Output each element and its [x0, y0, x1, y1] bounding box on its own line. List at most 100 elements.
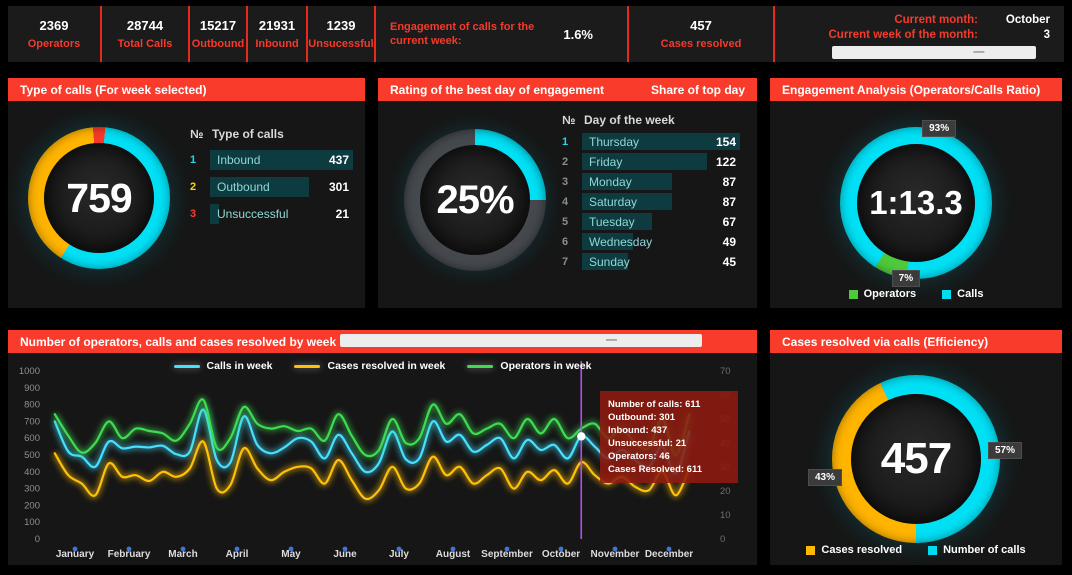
week-slider[interactable]: — — [832, 46, 1036, 59]
panel-title: Engagement Analysis (Operators/Calls Rat… — [782, 82, 1041, 97]
best-day-donut-chart[interactable]: 25% — [404, 129, 546, 271]
table-row[interactable]: 1 Inbound 437 — [190, 150, 353, 170]
current-month-box: Current month: October Current week of t… — [775, 6, 1064, 62]
panel-body: 25% № Day of the week 1 Thursday 154 2 Frida… — [378, 101, 757, 308]
row-bar: Unsuccessful 21 — [210, 204, 353, 224]
month-marker-dot — [180, 546, 186, 552]
legend-calls[interactable]: Calls — [942, 288, 983, 300]
series-line-operators-in-week[interactable] — [53, 398, 691, 458]
y-axis-right-tick: 10 — [720, 510, 731, 521]
legend-line-cyan — [173, 364, 200, 368]
series-line-cases-resolved-in-week[interactable] — [53, 440, 691, 501]
bar-fill — [210, 204, 219, 224]
cases-total: 457 — [880, 434, 952, 483]
x-axis-month-label: September — [481, 549, 533, 560]
table-row[interactable]: 2 Outbound 301 — [190, 177, 353, 197]
table-row[interactable]: 3 Unsuccessful 21 — [190, 204, 353, 224]
tooltip-line: Inbound: 437 — [608, 425, 668, 436]
line-chart[interactable]: 0100200300400500600700800900100001020304… — [8, 353, 757, 565]
legend-cases-resolved[interactable]: Cases resolved — [806, 544, 902, 556]
donut-center: 25% — [420, 145, 530, 255]
row-rank: 2 — [190, 181, 197, 193]
legend-swatch-yellow — [806, 545, 816, 555]
legend-label: Cases resolved — [821, 544, 903, 556]
row-value: 87 — [722, 194, 736, 209]
series-glow — [52, 406, 693, 477]
efficiency-donut-chart[interactable]: 457 43% 57% — [808, 375, 1022, 543]
highlight-marker[interactable] — [577, 432, 586, 441]
row-label: Wednesday — [589, 234, 653, 249]
panel-body: 457 43% 57% Cases resolved Number of cal… — [770, 353, 1062, 565]
tooltip-line: Operators: 46 — [608, 451, 670, 462]
type-of-calls-donut-chart[interactable]: 759 — [28, 127, 170, 269]
table-row[interactable]: 2 Friday 122 — [562, 153, 740, 170]
y-axis-left-tick: 200 — [24, 500, 40, 511]
slider-handle[interactable]: — — [973, 45, 985, 58]
table-rows: 1 Thursday 154 2 Friday 122 3 Monday 87 4 Saturday… — [562, 133, 740, 270]
month-marker-dot — [126, 546, 132, 552]
week-range-slider[interactable]: — — [340, 334, 702, 347]
kpi-cases-resolved: 457 Cases resolved — [629, 6, 775, 62]
y-axis-left-tick: 700 — [24, 416, 40, 427]
efficiency-legend: Cases resolved Number of calls — [770, 544, 1062, 556]
legend-cases-in-week[interactable]: Cases resolved in week — [294, 360, 445, 372]
tooltip-line: Outbound: 301 — [608, 412, 676, 423]
x-axis-month-label: August — [436, 549, 471, 560]
panel-subtitle: Share of top day — [650, 82, 745, 97]
bar-fill — [582, 213, 652, 230]
legend-label: Number of calls — [943, 544, 1026, 556]
row-bar: Monday 87 — [582, 173, 740, 190]
kpi-value: 2369 — [39, 18, 69, 33]
series-line-calls-in-week[interactable] — [53, 408, 691, 475]
row-label: Unsuccessful — [217, 207, 289, 221]
tooltip-line: Unsuccessful: 21 — [608, 438, 687, 449]
table-row[interactable]: 6 Wednesday 49 — [562, 233, 740, 250]
table-row[interactable]: 3 Monday 87 — [562, 173, 740, 190]
y-axis-left-tick: 900 — [24, 383, 40, 394]
bar-fill — [582, 173, 673, 190]
y-axis-left-tick: 1000 — [19, 366, 40, 377]
row-value: 437 — [328, 153, 349, 167]
engagement-donut-chart[interactable]: 1:13.3 93% 7% — [840, 120, 992, 287]
current-month-label: Current month: — [894, 14, 978, 26]
y-axis-left-tick: 800 — [24, 400, 40, 411]
panel-type-of-calls: Type of calls (For week selected) 759 № … — [8, 78, 365, 308]
panel-title: Type of calls (For week selected) — [20, 82, 207, 97]
table-rows: 1 Inbound 437 2 Outbound 301 3 Unsuccessful 21 — [190, 150, 353, 224]
row-rank: 3 — [562, 175, 569, 188]
donut-center: 759 — [44, 143, 154, 253]
kpi-value: 457 — [690, 18, 712, 33]
legend-calls-in-week[interactable]: Calls in week — [173, 360, 273, 372]
legend-operators[interactable]: Operators — [848, 288, 917, 300]
month-marker-dot — [558, 546, 564, 552]
num-header: № — [562, 113, 576, 127]
operators-share-badge: 7% — [891, 270, 921, 287]
row-rank: 3 — [190, 208, 197, 220]
row-label: Inbound — [217, 153, 261, 167]
table-row[interactable]: 7 Sunday 45 — [562, 253, 740, 270]
chart-tooltip: Number of calls: 611 Outbound: 301 Inbound… — [600, 391, 738, 483]
table-row[interactable]: 5 Tuesday 67 — [562, 213, 740, 230]
legend-operators-in-week[interactable]: Operators in week — [467, 360, 591, 372]
row-bar: Inbound 437 — [210, 150, 353, 170]
slider-handle[interactable]: — — [606, 333, 617, 346]
legend-number-of-calls[interactable]: Number of calls — [928, 544, 1026, 556]
x-axis-month-label: December — [645, 549, 693, 560]
line-chart-svg[interactable]: 0100200300400500600700800900100001020304… — [8, 353, 757, 565]
row-bar: Tuesday 67 — [582, 213, 740, 230]
line-chart-legend: Calls in week Cases resolved in week Ope… — [173, 360, 591, 372]
table-row[interactable]: 4 Saturday 87 — [562, 193, 740, 210]
row-rank: 2 — [562, 155, 569, 168]
row-bar: Friday 122 — [582, 153, 740, 170]
y-axis-left-tick: 400 — [24, 467, 40, 478]
row-rank: 7 — [562, 255, 569, 268]
table-row[interactable]: 1 Thursday 154 — [562, 133, 740, 150]
row-value: 45 — [722, 254, 736, 269]
tooltip-line: Cases Resolved: 611 — [608, 464, 703, 475]
donut-total: 759 — [66, 174, 132, 221]
engagement-value: 1.6% — [563, 26, 593, 42]
x-axis-month-label: November — [591, 549, 640, 560]
row-value: 301 — [328, 180, 349, 194]
legend-label: Calls — [957, 288, 984, 300]
legend-label: Operators — [863, 288, 917, 300]
